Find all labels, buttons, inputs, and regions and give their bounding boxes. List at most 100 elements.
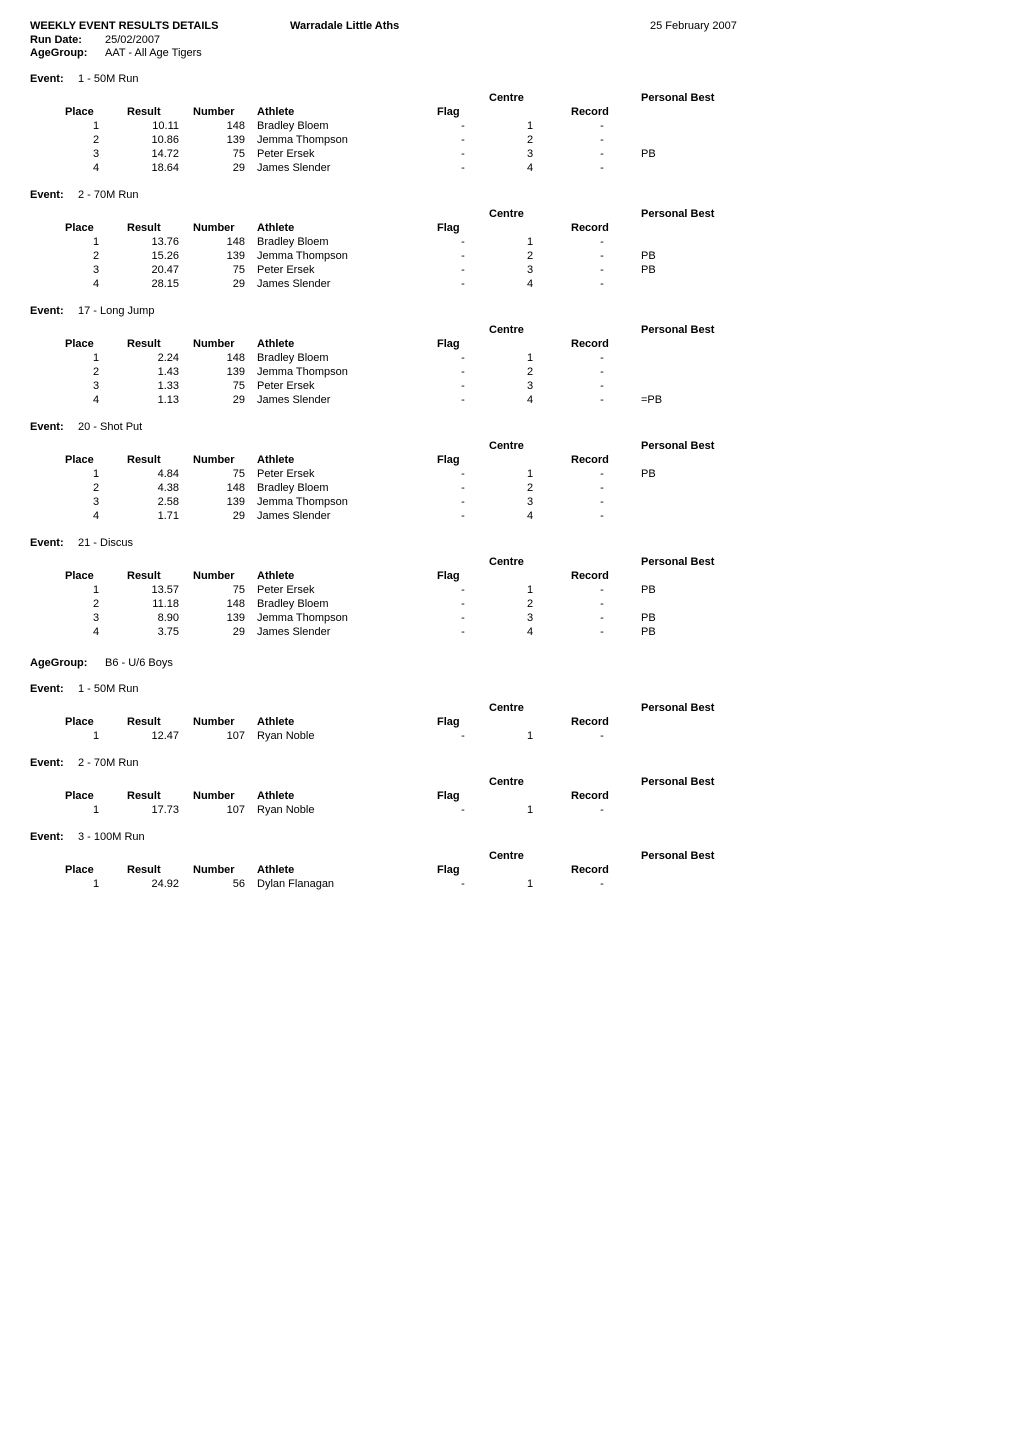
cell-flag: - (437, 495, 489, 509)
col-result-header: Result (127, 863, 193, 877)
cell-centre: 1 (489, 119, 571, 133)
cell-centre: 1 (489, 467, 571, 481)
col-result-header: Result (127, 105, 193, 119)
cell-result: 3.75 (127, 625, 193, 639)
event-name: 1 - 50M Run (78, 73, 139, 85)
cell-number: 29 (193, 277, 257, 291)
cell-place: 4 (65, 161, 127, 175)
cell-pb (633, 133, 749, 147)
cell-athlete: James Slender (257, 393, 437, 407)
agegroup-section: AgeGroup:B6 - U/6 Boys (30, 657, 990, 669)
event-header: Event:20 - Shot Put (30, 421, 990, 433)
cell-record: - (571, 263, 633, 277)
cell-pb (633, 277, 749, 291)
cell-number: 139 (193, 365, 257, 379)
cell-number: 139 (193, 249, 257, 263)
col-flag-header: Flag (437, 337, 489, 351)
col-record-header: Record (571, 337, 633, 351)
cell-number: 139 (193, 495, 257, 509)
col-pb-header: Personal Best (633, 91, 749, 105)
cell-place: 1 (65, 351, 127, 365)
cell-pb: PB (633, 263, 749, 277)
report-date: 25 February 2007 (650, 20, 737, 32)
cell-pb: PB (633, 625, 749, 639)
cell-number: 75 (193, 379, 257, 393)
cell-flag: - (437, 597, 489, 611)
cell-result: 13.76 (127, 235, 193, 249)
cell-result: 18.64 (127, 161, 193, 175)
event-header: Event:17 - Long Jump (30, 305, 990, 317)
results-table: CentrePersonal BestPlaceResultNumberAthl… (65, 207, 749, 291)
cell-centre: 1 (489, 803, 571, 817)
page-header: WEEKLY EVENT RESULTS DETAILS Warradale L… (30, 20, 990, 32)
cell-record: - (571, 133, 633, 147)
cell-record: - (571, 379, 633, 393)
event-header: Event:2 - 70M Run (30, 757, 990, 769)
col-pb-header: Personal Best (633, 207, 749, 221)
results-table: CentrePersonal BestPlaceResultNumberAthl… (65, 701, 749, 743)
cell-record: - (571, 583, 633, 597)
cell-place: 3 (65, 611, 127, 625)
report-subtitle: Warradale Little Aths (290, 20, 650, 32)
result-row: 21.43139Jemma Thompson-2- (65, 365, 749, 379)
cell-pb (633, 509, 749, 523)
cell-pb (633, 119, 749, 133)
cell-place: 2 (65, 597, 127, 611)
cell-athlete: Jemma Thompson (257, 365, 437, 379)
cell-place: 2 (65, 133, 127, 147)
cell-flag: - (437, 467, 489, 481)
cell-result: 2.58 (127, 495, 193, 509)
col-athlete-header: Athlete (257, 221, 437, 235)
cell-record: - (571, 351, 633, 365)
cell-centre: 1 (489, 729, 571, 743)
cell-athlete: James Slender (257, 161, 437, 175)
cell-place: 4 (65, 509, 127, 523)
cell-record: - (571, 147, 633, 161)
cell-flag: - (437, 119, 489, 133)
col-flag-header: Flag (437, 863, 489, 877)
cell-flag: - (437, 161, 489, 175)
report-title: WEEKLY EVENT RESULTS DETAILS (30, 20, 290, 32)
cell-number: 148 (193, 597, 257, 611)
event-name: 17 - Long Jump (78, 305, 154, 317)
col-centre-header: Centre (489, 701, 571, 715)
cell-flag: - (437, 583, 489, 597)
col-athlete-header: Athlete (257, 863, 437, 877)
col-centre-header: Centre (489, 775, 571, 789)
cell-result: 28.15 (127, 277, 193, 291)
event-label: Event: (30, 683, 78, 695)
event-section: Event:1 - 50M Run CentrePersonal BestPlac… (30, 683, 990, 743)
cell-place: 1 (65, 235, 127, 249)
cell-place: 2 (65, 481, 127, 495)
cell-centre: 3 (489, 147, 571, 161)
cell-record: - (571, 277, 633, 291)
result-row: 12.24148Bradley Bloem-1- (65, 351, 749, 365)
cell-centre: 4 (489, 161, 571, 175)
cell-number: 148 (193, 351, 257, 365)
cell-pb: PB (633, 467, 749, 481)
result-row: 41.1329James Slender-4-=PB (65, 393, 749, 407)
cell-flag: - (437, 263, 489, 277)
cell-number: 139 (193, 133, 257, 147)
cell-flag: - (437, 877, 489, 891)
cell-flag: - (437, 379, 489, 393)
col-record-header: Record (571, 715, 633, 729)
cell-record: - (571, 481, 633, 495)
event-header: Event:1 - 50M Run (30, 683, 990, 695)
event-section: Event:21 - DiscusCentrePersonal BestPlac… (30, 537, 990, 639)
col-place-header: Place (65, 715, 127, 729)
cell-result: 1.13 (127, 393, 193, 407)
cell-pb (633, 351, 749, 365)
result-row: 113.76148Bradley Bloem-1- (65, 235, 749, 249)
col-record-header: Record (571, 789, 633, 803)
event-label: Event: (30, 831, 78, 843)
col-pb-header: Personal Best (633, 555, 749, 569)
col-flag-header: Flag (437, 221, 489, 235)
result-row: 14.8475Peter Ersek-1-PB (65, 467, 749, 481)
cell-pb (633, 729, 749, 743)
col-place-header: Place (65, 221, 127, 235)
event-header: Event:21 - Discus (30, 537, 990, 549)
cell-pb (633, 803, 749, 817)
event-label: Event: (30, 73, 78, 85)
results-table: CentrePersonal BestPlaceResultNumberAthl… (65, 323, 749, 407)
